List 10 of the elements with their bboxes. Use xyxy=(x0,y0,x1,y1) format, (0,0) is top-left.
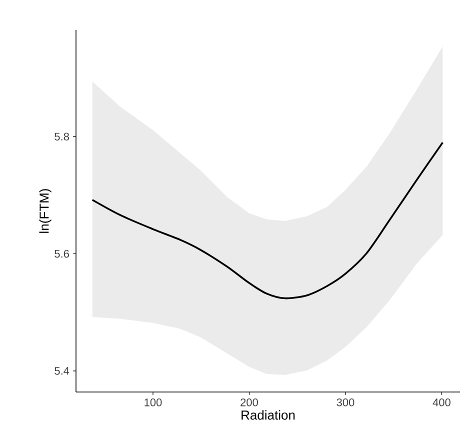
y-tick-label: 5.6 xyxy=(54,250,70,258)
x-axis-title: Radiation xyxy=(242,410,295,420)
line-series xyxy=(91,142,444,300)
y-tick-label: 5.8 xyxy=(54,132,70,140)
x-tick-label: 100 xyxy=(144,398,162,406)
x-tick-label: 400 xyxy=(432,398,450,406)
y-tick-label: 5.4 xyxy=(54,367,70,375)
y-axis-title: ln(FTM) xyxy=(39,189,52,233)
x-tick-label: 300 xyxy=(336,398,354,406)
x-tick-label: 200 xyxy=(240,398,258,406)
